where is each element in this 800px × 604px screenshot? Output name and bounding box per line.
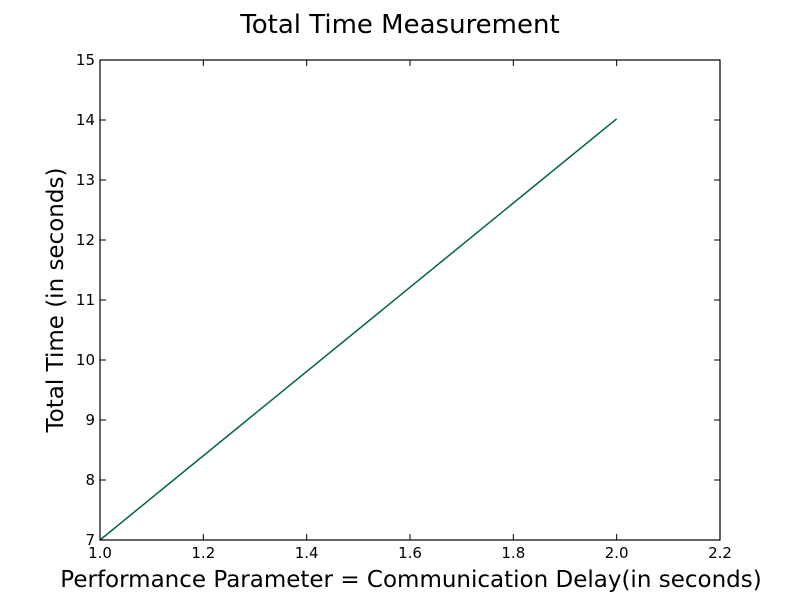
y-tick-label: 13 <box>76 171 95 189</box>
x-axis-label: Performance Parameter = Communication De… <box>60 567 761 593</box>
y-tick-label: 9 <box>85 411 95 429</box>
y-tick-label: 14 <box>76 111 95 129</box>
x-tick-label: 2.2 <box>708 544 732 562</box>
x-tick-label: 1.0 <box>88 544 112 562</box>
y-tick-label: 11 <box>76 291 95 309</box>
chart-title: Total Time Measurement <box>239 10 559 40</box>
x-tick-label: 1.2 <box>191 544 215 562</box>
x-tick-label: 1.6 <box>398 544 422 562</box>
y-tick-label: 12 <box>76 231 95 249</box>
plot-frame <box>99 59 721 541</box>
y-tick-label: 8 <box>85 471 95 489</box>
x-tick-label: 2.0 <box>605 544 629 562</box>
tick-layer: 1.0 1.2 1.4 1.6 1.8 2.0 2.2 7 8 9 10 11 12 13 14 15 <box>76 51 732 562</box>
y-tick-label: 10 <box>76 351 95 369</box>
y-tick-label: 15 <box>76 51 95 69</box>
x-tick-label: 1.4 <box>295 544 319 562</box>
x-tick-label: 1.8 <box>501 544 525 562</box>
y-tick-label: 7 <box>85 531 95 549</box>
series-line <box>99 118 618 541</box>
y-axis-label: Total Time (in seconds) <box>43 168 69 434</box>
plot-layer <box>99 118 618 541</box>
